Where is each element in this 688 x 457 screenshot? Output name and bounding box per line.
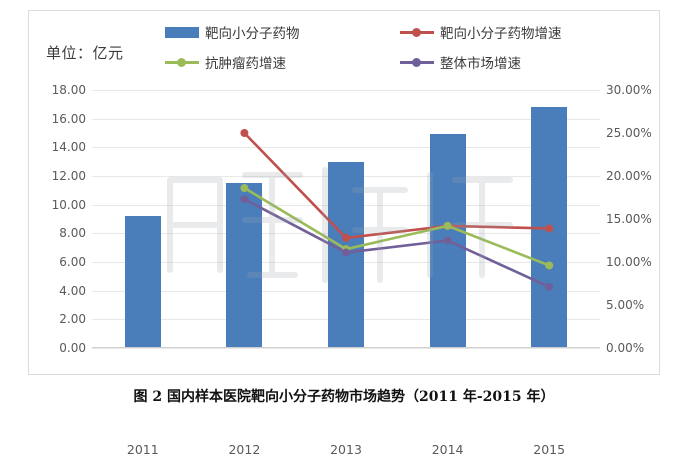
y-axis-right-tick-label: 20.00% bbox=[606, 169, 652, 183]
y-axis-left-tick-label: 16.00 bbox=[51, 111, 86, 126]
x-axis-tick-label: 2012 bbox=[228, 442, 261, 457]
bar bbox=[124, 216, 161, 348]
figure-caption: 图 2 国内样本医院靶向小分子药物市场趋势（2011 年-2015 年） bbox=[133, 389, 555, 405]
gridline bbox=[92, 90, 600, 91]
line-marker bbox=[240, 195, 249, 204]
y-axis-left-tick-label: 2.00 bbox=[59, 312, 86, 327]
y-axis-left-tick-label: 10.00 bbox=[51, 197, 86, 212]
unit-label: 单位：亿元 bbox=[46, 44, 124, 62]
line-marker bbox=[240, 184, 249, 193]
legend-item-label: 抗肿瘤药增速 bbox=[205, 56, 286, 72]
line-path bbox=[243, 186, 551, 267]
line-series bbox=[240, 129, 554, 291]
x-axis-tick-label: 2015 bbox=[533, 442, 566, 457]
chart-legend: 靶向小分子药物 靶向小分子药物增速抗肿瘤药增速 整体市场增速 bbox=[165, 22, 635, 72]
y-axis-right-tick-label: 0.00% bbox=[606, 341, 645, 355]
line-marker bbox=[545, 224, 554, 233]
line-marker bbox=[443, 221, 452, 230]
legend-item-label: 靶向小分子药物增速 bbox=[440, 26, 562, 42]
x-axis-tick-label: 2014 bbox=[431, 442, 464, 457]
chart-figure: 单位：亿元 靶向小分子药物 靶向小分子药物增速抗肿瘤药增速 整体市场增速 18.00… bbox=[28, 10, 660, 457]
line-path bbox=[243, 197, 551, 289]
x-axis-tick-label: 2011 bbox=[126, 442, 159, 457]
legend-item[interactable]: 靶向小分子药物 bbox=[165, 22, 400, 42]
y-axis-left-tick-label: 12.00 bbox=[51, 169, 86, 183]
legend-item[interactable]: 整体市场增速 bbox=[400, 52, 635, 72]
line-marker bbox=[545, 282, 554, 291]
line-path bbox=[243, 131, 551, 240]
y-axis-right-tick-label: 15.00% bbox=[606, 212, 652, 226]
gridline bbox=[92, 348, 600, 349]
legend-item[interactable]: 抗肿瘤药增速 bbox=[165, 52, 400, 72]
y-axis-left-tick-label: 14.00 bbox=[51, 140, 86, 155]
line-marker bbox=[342, 248, 350, 257]
y-axis-left-tick-label: 0.00 bbox=[59, 341, 86, 355]
line-marker bbox=[342, 233, 350, 242]
x-axis-tick-label: 2013 bbox=[330, 442, 362, 457]
legend-item-label: 整体市场增速 bbox=[440, 56, 521, 72]
legend-line-swatch-icon bbox=[165, 57, 199, 68]
legend-line-swatch-icon bbox=[400, 27, 434, 38]
x-axis-line bbox=[92, 347, 600, 348]
y-axis-right-tick-label: 5.00% bbox=[606, 298, 645, 312]
legend-item[interactable]: 靶向小分子药物增速 bbox=[400, 22, 635, 42]
y-axis-right-tick-label: 30.00% bbox=[606, 83, 652, 97]
line-marker bbox=[240, 129, 249, 137]
y-axis-left-tick-label: 8.00 bbox=[59, 226, 86, 241]
y-axis-left-tick-label: 18.00 bbox=[51, 83, 86, 97]
line-marker bbox=[443, 236, 452, 245]
gridline bbox=[92, 147, 600, 149]
y-axis-right-tick-label: 25.00% bbox=[606, 126, 652, 140]
plot-area: 2011 2012 2013 2014 2015 bbox=[92, 90, 600, 457]
bar bbox=[226, 183, 263, 348]
y-axis-left-tick-label: 6.00 bbox=[59, 255, 86, 269]
gridline bbox=[92, 118, 600, 120]
legend-item-label: 靶向小分子药物 bbox=[205, 26, 300, 42]
legend-line-swatch-icon bbox=[400, 57, 434, 68]
line-marker bbox=[545, 261, 554, 270]
y-axis-right-tick-label: 10.00% bbox=[606, 255, 652, 269]
legend-bar-swatch-icon bbox=[165, 26, 199, 38]
y-axis-left-tick-label: 4.00 bbox=[59, 283, 86, 298]
